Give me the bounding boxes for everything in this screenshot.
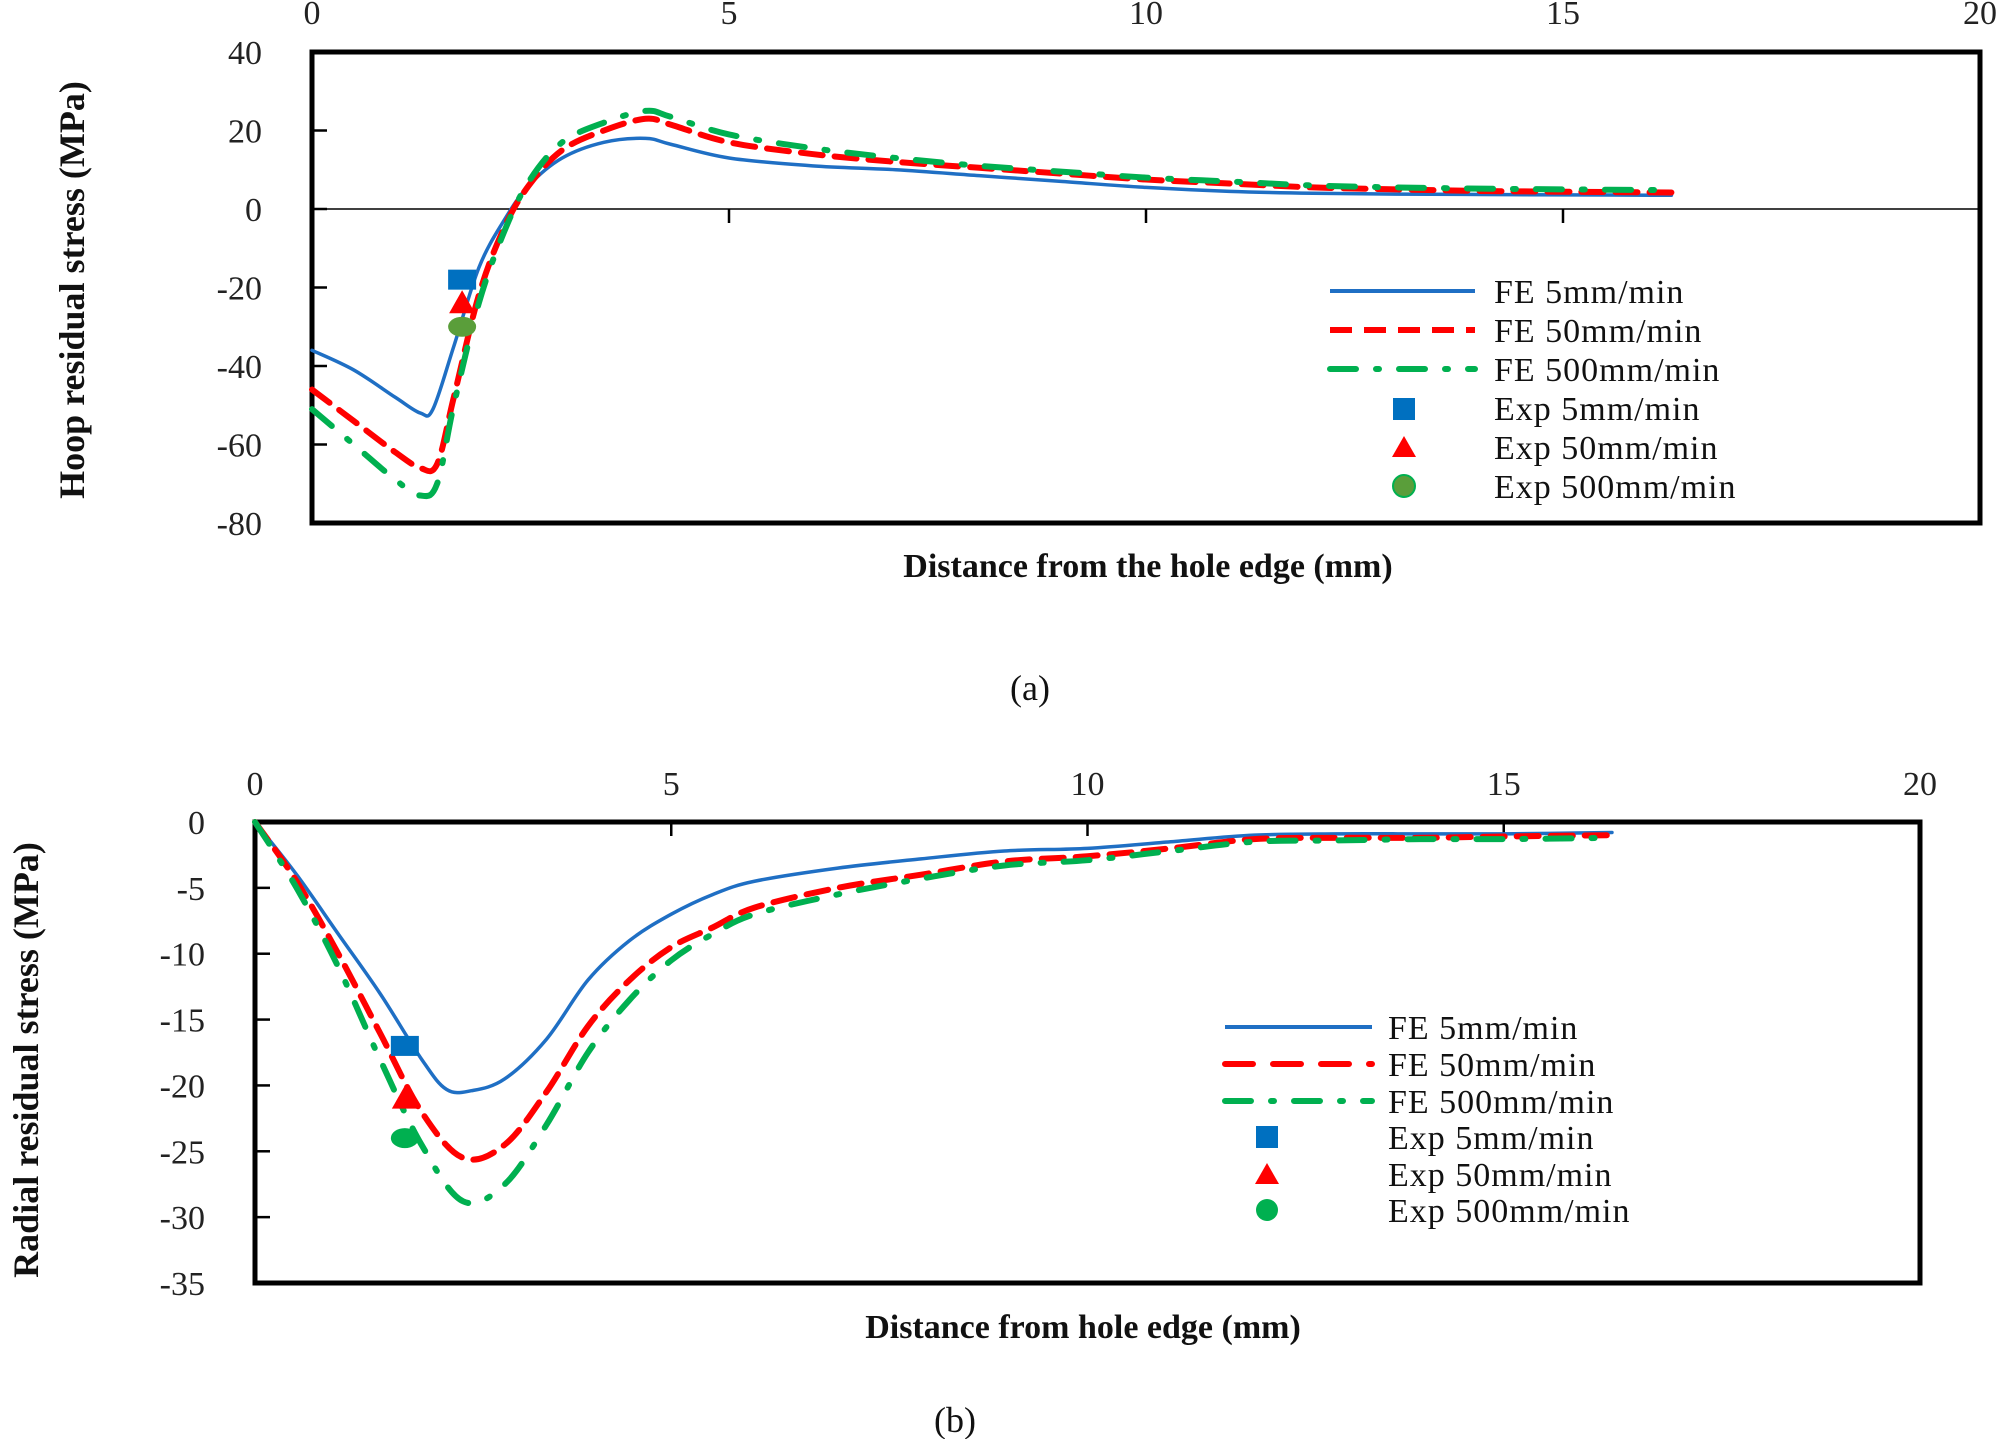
legend-circle-marker xyxy=(1392,474,1416,498)
legend-label: Exp 50mm/min xyxy=(1388,1157,1613,1194)
series-line-solid xyxy=(253,820,1614,1095)
legend-label: FE 500mm/min xyxy=(1388,1084,1614,1121)
y-axis-title: Hoop residual stress (MPa) xyxy=(52,81,92,499)
legend-triangle-marker xyxy=(1392,436,1416,457)
caption-a: (a) xyxy=(1010,668,1050,708)
legend-square-marker xyxy=(1393,398,1415,420)
y-ticks xyxy=(312,129,327,446)
y-tick-label: -5 xyxy=(177,871,205,908)
chart-a-hoop-stress: 0 5 10 15 20 40 20 0 -20 -40 -60 -80 Hoop residual… xyxy=(52,0,1997,708)
legend-label: Exp 500mm/min xyxy=(1388,1193,1631,1230)
series-group xyxy=(309,107,1675,500)
x-axis-title: Distance from the hole edge (mm) xyxy=(903,548,1392,585)
x-tick-label: 5 xyxy=(721,0,738,32)
legend-square-marker xyxy=(1256,1126,1278,1148)
y-tick-label: 40 xyxy=(228,35,262,72)
exp-triangle-marker xyxy=(449,290,476,314)
experimental-markers xyxy=(390,1035,419,1149)
legend: FE 5mm/min FE 50mm/min FE 500mm/min Exp … xyxy=(1222,1010,1631,1230)
chart-b-radial-stress: 0 5 10 15 20 0 -5 -10 -15 -20 -25 -30 -35 Radial re… xyxy=(6,766,1937,1439)
plot-frame xyxy=(309,49,1983,526)
x-tick-label: 5 xyxy=(663,766,680,803)
x-tick-label: 20 xyxy=(1903,766,1937,803)
y-tick-label: -20 xyxy=(160,1068,205,1105)
x-tick-label: 15 xyxy=(1546,0,1580,32)
exp-circle-marker xyxy=(448,316,477,337)
legend-circle-marker xyxy=(1256,1199,1278,1221)
y-tick-label: -60 xyxy=(217,428,262,465)
y-tick-label: -80 xyxy=(217,506,262,543)
y-ticks xyxy=(255,886,270,1219)
legend-label: FE 5mm/min xyxy=(1388,1010,1578,1047)
legend-label: Exp 5mm/min xyxy=(1388,1120,1595,1157)
y-tick-label: -10 xyxy=(160,937,205,974)
y-tick-label: 0 xyxy=(188,805,205,842)
x-tick-label: 0 xyxy=(304,0,321,32)
x-tick-label: 10 xyxy=(1129,0,1163,32)
y-tick-labels: 40 20 0 -20 -40 -60 -80 xyxy=(217,35,262,543)
legend-label: FE 5mm/min xyxy=(1494,274,1684,311)
legend-label: Exp 500mm/min xyxy=(1494,469,1737,506)
caption-b: (b) xyxy=(934,1400,976,1439)
y-tick-label: 0 xyxy=(245,192,262,229)
y-tick-label: -25 xyxy=(160,1134,205,1171)
x-tick-label: 15 xyxy=(1487,766,1521,803)
x-axis-title: Distance from hole edge (mm) xyxy=(865,1309,1301,1346)
x-tick-label: 20 xyxy=(1963,0,1997,32)
y-tick-labels: 0 -5 -10 -15 -20 -25 -30 -35 xyxy=(160,805,205,1303)
y-tick-label: 20 xyxy=(228,114,262,151)
experimental-markers xyxy=(448,269,477,337)
y-tick-label: -15 xyxy=(160,1003,205,1040)
plot-frame xyxy=(252,819,1923,1286)
exp-square-marker xyxy=(448,269,477,290)
legend-label: FE 500mm/min xyxy=(1494,352,1720,389)
y-axis-title: Radial residual stress (MPa) xyxy=(6,842,46,1278)
x-tick-label: 0 xyxy=(247,766,264,803)
legend-label: FE 50mm/min xyxy=(1494,313,1702,350)
exp-circle-marker xyxy=(390,1128,419,1149)
x-tick-labels: 0 5 10 15 20 xyxy=(247,766,1938,803)
y-tick-label: -35 xyxy=(160,1266,205,1303)
legend-triangle-marker xyxy=(1255,1163,1279,1184)
x-tick-labels: 0 5 10 15 20 xyxy=(304,0,1998,32)
legend-label: FE 50mm/min xyxy=(1388,1047,1596,1084)
y-tick-label: -20 xyxy=(217,271,262,308)
series-line-dashdot xyxy=(309,107,1675,500)
x-ticks xyxy=(727,209,1565,223)
legend-label: Exp 5mm/min xyxy=(1494,391,1701,428)
series-line-dashed xyxy=(309,115,1675,475)
legend: FE 5mm/min FE 50mm/min FE 500mm/min Exp … xyxy=(1327,274,1737,506)
series-line-solid xyxy=(310,136,1674,418)
exp-square-marker xyxy=(390,1035,419,1056)
exp-triangle-marker xyxy=(391,1085,418,1109)
y-tick-label: -30 xyxy=(160,1200,205,1237)
y-tick-label: -40 xyxy=(217,349,262,386)
legend-label: Exp 50mm/min xyxy=(1494,430,1719,467)
x-tick-label: 10 xyxy=(1071,766,1105,803)
